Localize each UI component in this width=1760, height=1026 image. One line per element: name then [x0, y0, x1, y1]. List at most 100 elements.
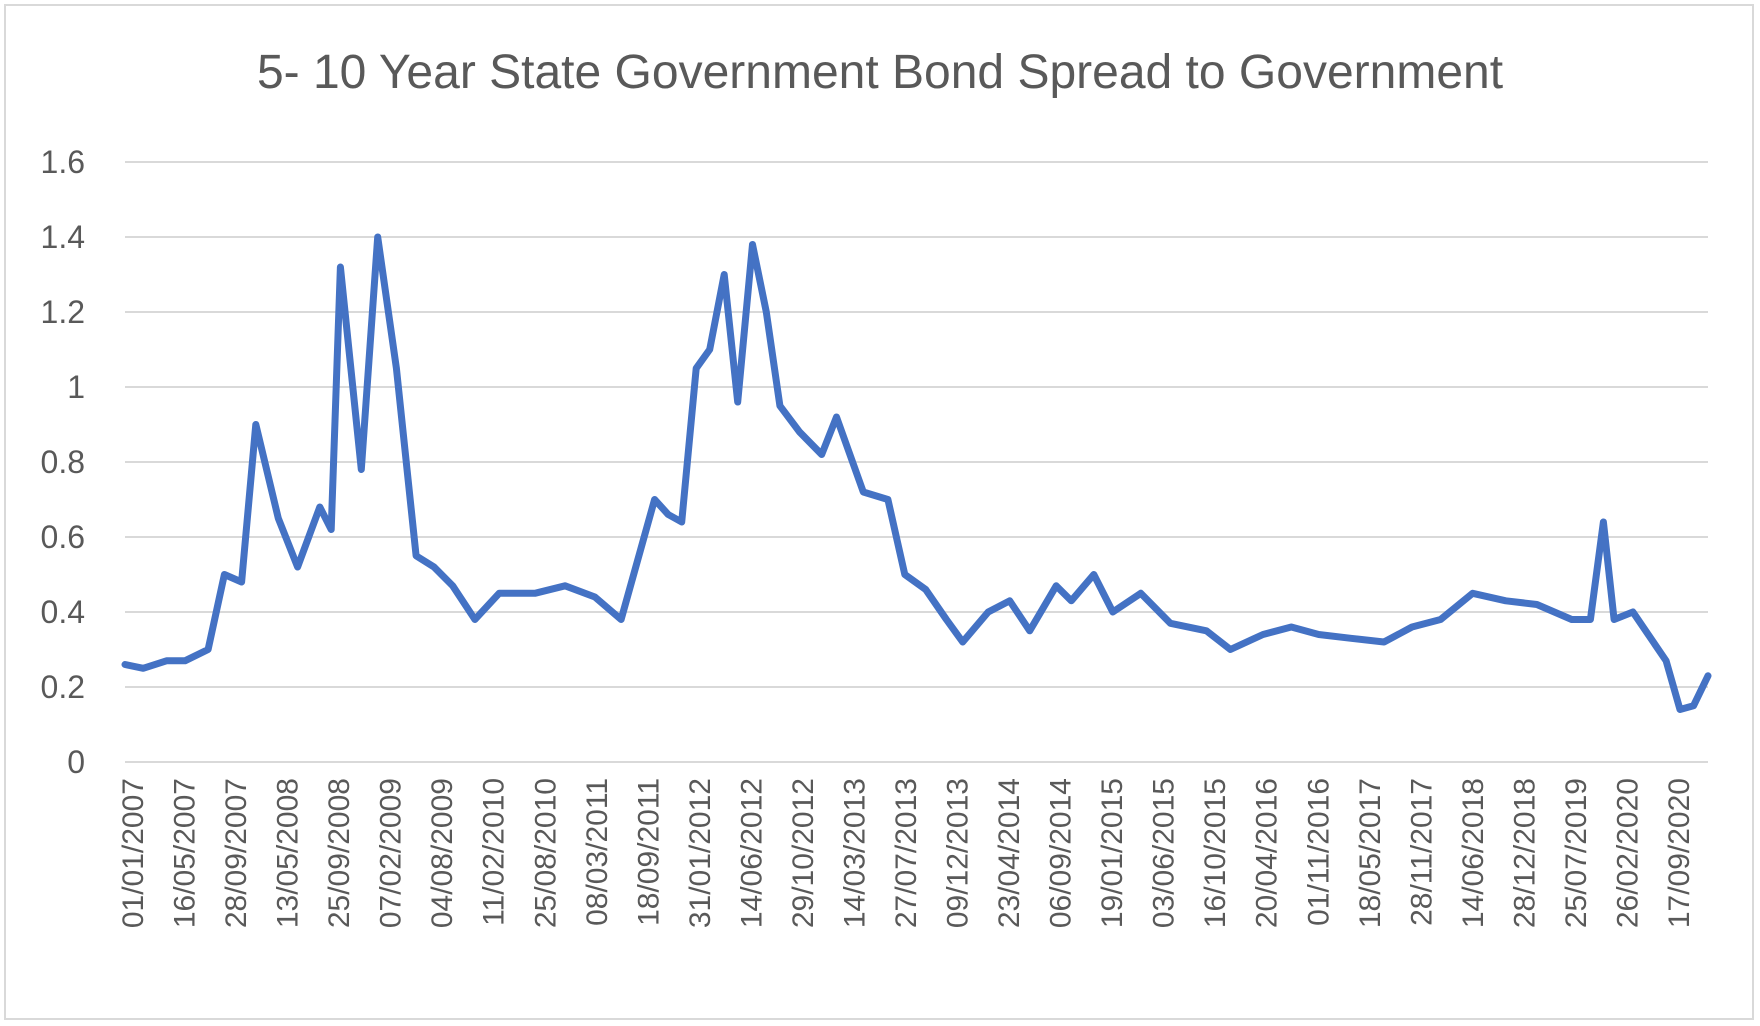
data-point: [1410, 625, 1414, 629]
data-point: [1228, 648, 1232, 652]
data-point: [886, 498, 890, 502]
data-point: [1612, 618, 1616, 622]
data-point: [206, 648, 210, 652]
data-point: [924, 588, 928, 592]
data-point: [1692, 704, 1696, 708]
data-point: [1570, 618, 1574, 622]
x-tick-label: 14/03/2013: [838, 778, 871, 928]
data-point: [1317, 633, 1321, 637]
data-point: [903, 573, 907, 577]
x-tick-label: 16/10/2015: [1199, 778, 1232, 928]
x-tick-label: 14/06/2012: [735, 778, 768, 928]
data-point: [1028, 629, 1032, 633]
data-point: [1631, 610, 1635, 614]
chart-title: 5- 10 Year State Government Bond Spread …: [257, 46, 1503, 99]
data-point: [619, 618, 623, 622]
data-point: [123, 663, 127, 667]
y-tick-label: 0.8: [41, 444, 85, 480]
data-point: [778, 404, 782, 408]
data-point: [1204, 629, 1208, 633]
data-point: [473, 618, 477, 622]
data-point: [1535, 603, 1539, 607]
data-point: [1289, 625, 1293, 629]
data-point: [764, 310, 768, 314]
data-point: [533, 591, 537, 595]
data-point: [451, 584, 455, 588]
data-point: [1601, 520, 1605, 524]
data-point: [141, 666, 145, 670]
x-tick-label: 20/04/2016: [1251, 778, 1284, 928]
x-tick-label: 03/06/2015: [1148, 778, 1181, 928]
data-point: [254, 423, 258, 427]
x-tick-label: 18/09/2011: [632, 778, 665, 926]
data-point: [986, 610, 990, 614]
data-point: [1664, 659, 1668, 663]
data-point: [165, 659, 169, 663]
x-tick-label: 01/11/2016: [1302, 778, 1335, 926]
data-point: [1588, 618, 1592, 622]
data-point: [1439, 618, 1443, 622]
y-tick-label: 0.6: [41, 519, 85, 555]
data-point: [798, 430, 802, 434]
x-tick-label: 29/10/2012: [787, 778, 820, 928]
data-point: [563, 584, 567, 588]
y-tick-label: 1.2: [41, 294, 85, 330]
data-point: [1168, 621, 1172, 625]
data-point: [240, 580, 244, 584]
y-tick-label: 0.4: [41, 594, 85, 630]
x-tick-label: 25/08/2010: [529, 778, 562, 928]
x-tick-label: 17/09/2020: [1663, 778, 1696, 928]
x-tick-label: 09/12/2013: [942, 778, 975, 928]
y-tick-label: 1: [67, 369, 85, 405]
data-point: [861, 490, 865, 494]
x-tick-label: 08/03/2011: [581, 778, 614, 926]
data-point: [183, 659, 187, 663]
series-area: [121, 233, 1712, 713]
data-point: [1706, 674, 1710, 678]
x-tick-label: 18/05/2017: [1354, 778, 1387, 928]
data-point: [708, 348, 712, 352]
y-tick-label: 0: [67, 744, 85, 780]
data-point: [497, 591, 501, 595]
data-point: [1111, 610, 1115, 614]
y-axis: 0 0.2 0.4 0.6 0.8 1 1.2 1.4 1.6: [41, 144, 85, 780]
data-point: [680, 520, 684, 524]
data-point: [276, 516, 280, 520]
chart-frame: [4, 4, 1754, 1020]
x-tick-label: 31/01/2012: [684, 778, 717, 928]
data-point: [750, 243, 754, 247]
data-point: [432, 565, 436, 569]
x-tick-label: 19/01/2015: [1096, 778, 1129, 928]
data-point: [736, 400, 740, 404]
data-point: [1382, 640, 1386, 644]
data-point: [394, 366, 398, 370]
data-point: [1008, 599, 1012, 603]
x-tick-label: 25/07/2019: [1560, 778, 1593, 928]
data-point: [666, 513, 670, 517]
data-point: [359, 468, 363, 472]
data-point: [593, 595, 597, 599]
data-point: [376, 235, 380, 239]
data-point: [694, 366, 698, 370]
y-tick-label: 1.6: [41, 144, 85, 180]
y-tick-label: 1.4: [41, 219, 85, 255]
data-point: [961, 640, 965, 644]
data-point: [1069, 599, 1073, 603]
x-tick-label: 16/05/2007: [169, 778, 202, 928]
x-axis: 01/01/2007 16/05/2007 28/09/2007 13/05/2008…: [117, 778, 1696, 928]
x-tick-label: 25/09/2008: [323, 778, 356, 928]
gridlines: [125, 161, 1708, 763]
x-tick-label: 01/01/2007: [117, 778, 150, 928]
series-line: [121, 233, 1712, 713]
x-tick-label: 11/02/2010: [478, 778, 511, 926]
data-point: [1092, 573, 1096, 577]
x-tick-label: 26/02/2020: [1611, 778, 1644, 928]
data-point: [414, 554, 418, 558]
data-point: [1678, 708, 1682, 712]
x-tick-label: 14/06/2018: [1457, 778, 1490, 928]
data-point: [338, 265, 342, 269]
data-point: [329, 528, 333, 532]
data-point: [222, 573, 226, 577]
x-tick-label: 06/09/2014: [1045, 778, 1078, 928]
